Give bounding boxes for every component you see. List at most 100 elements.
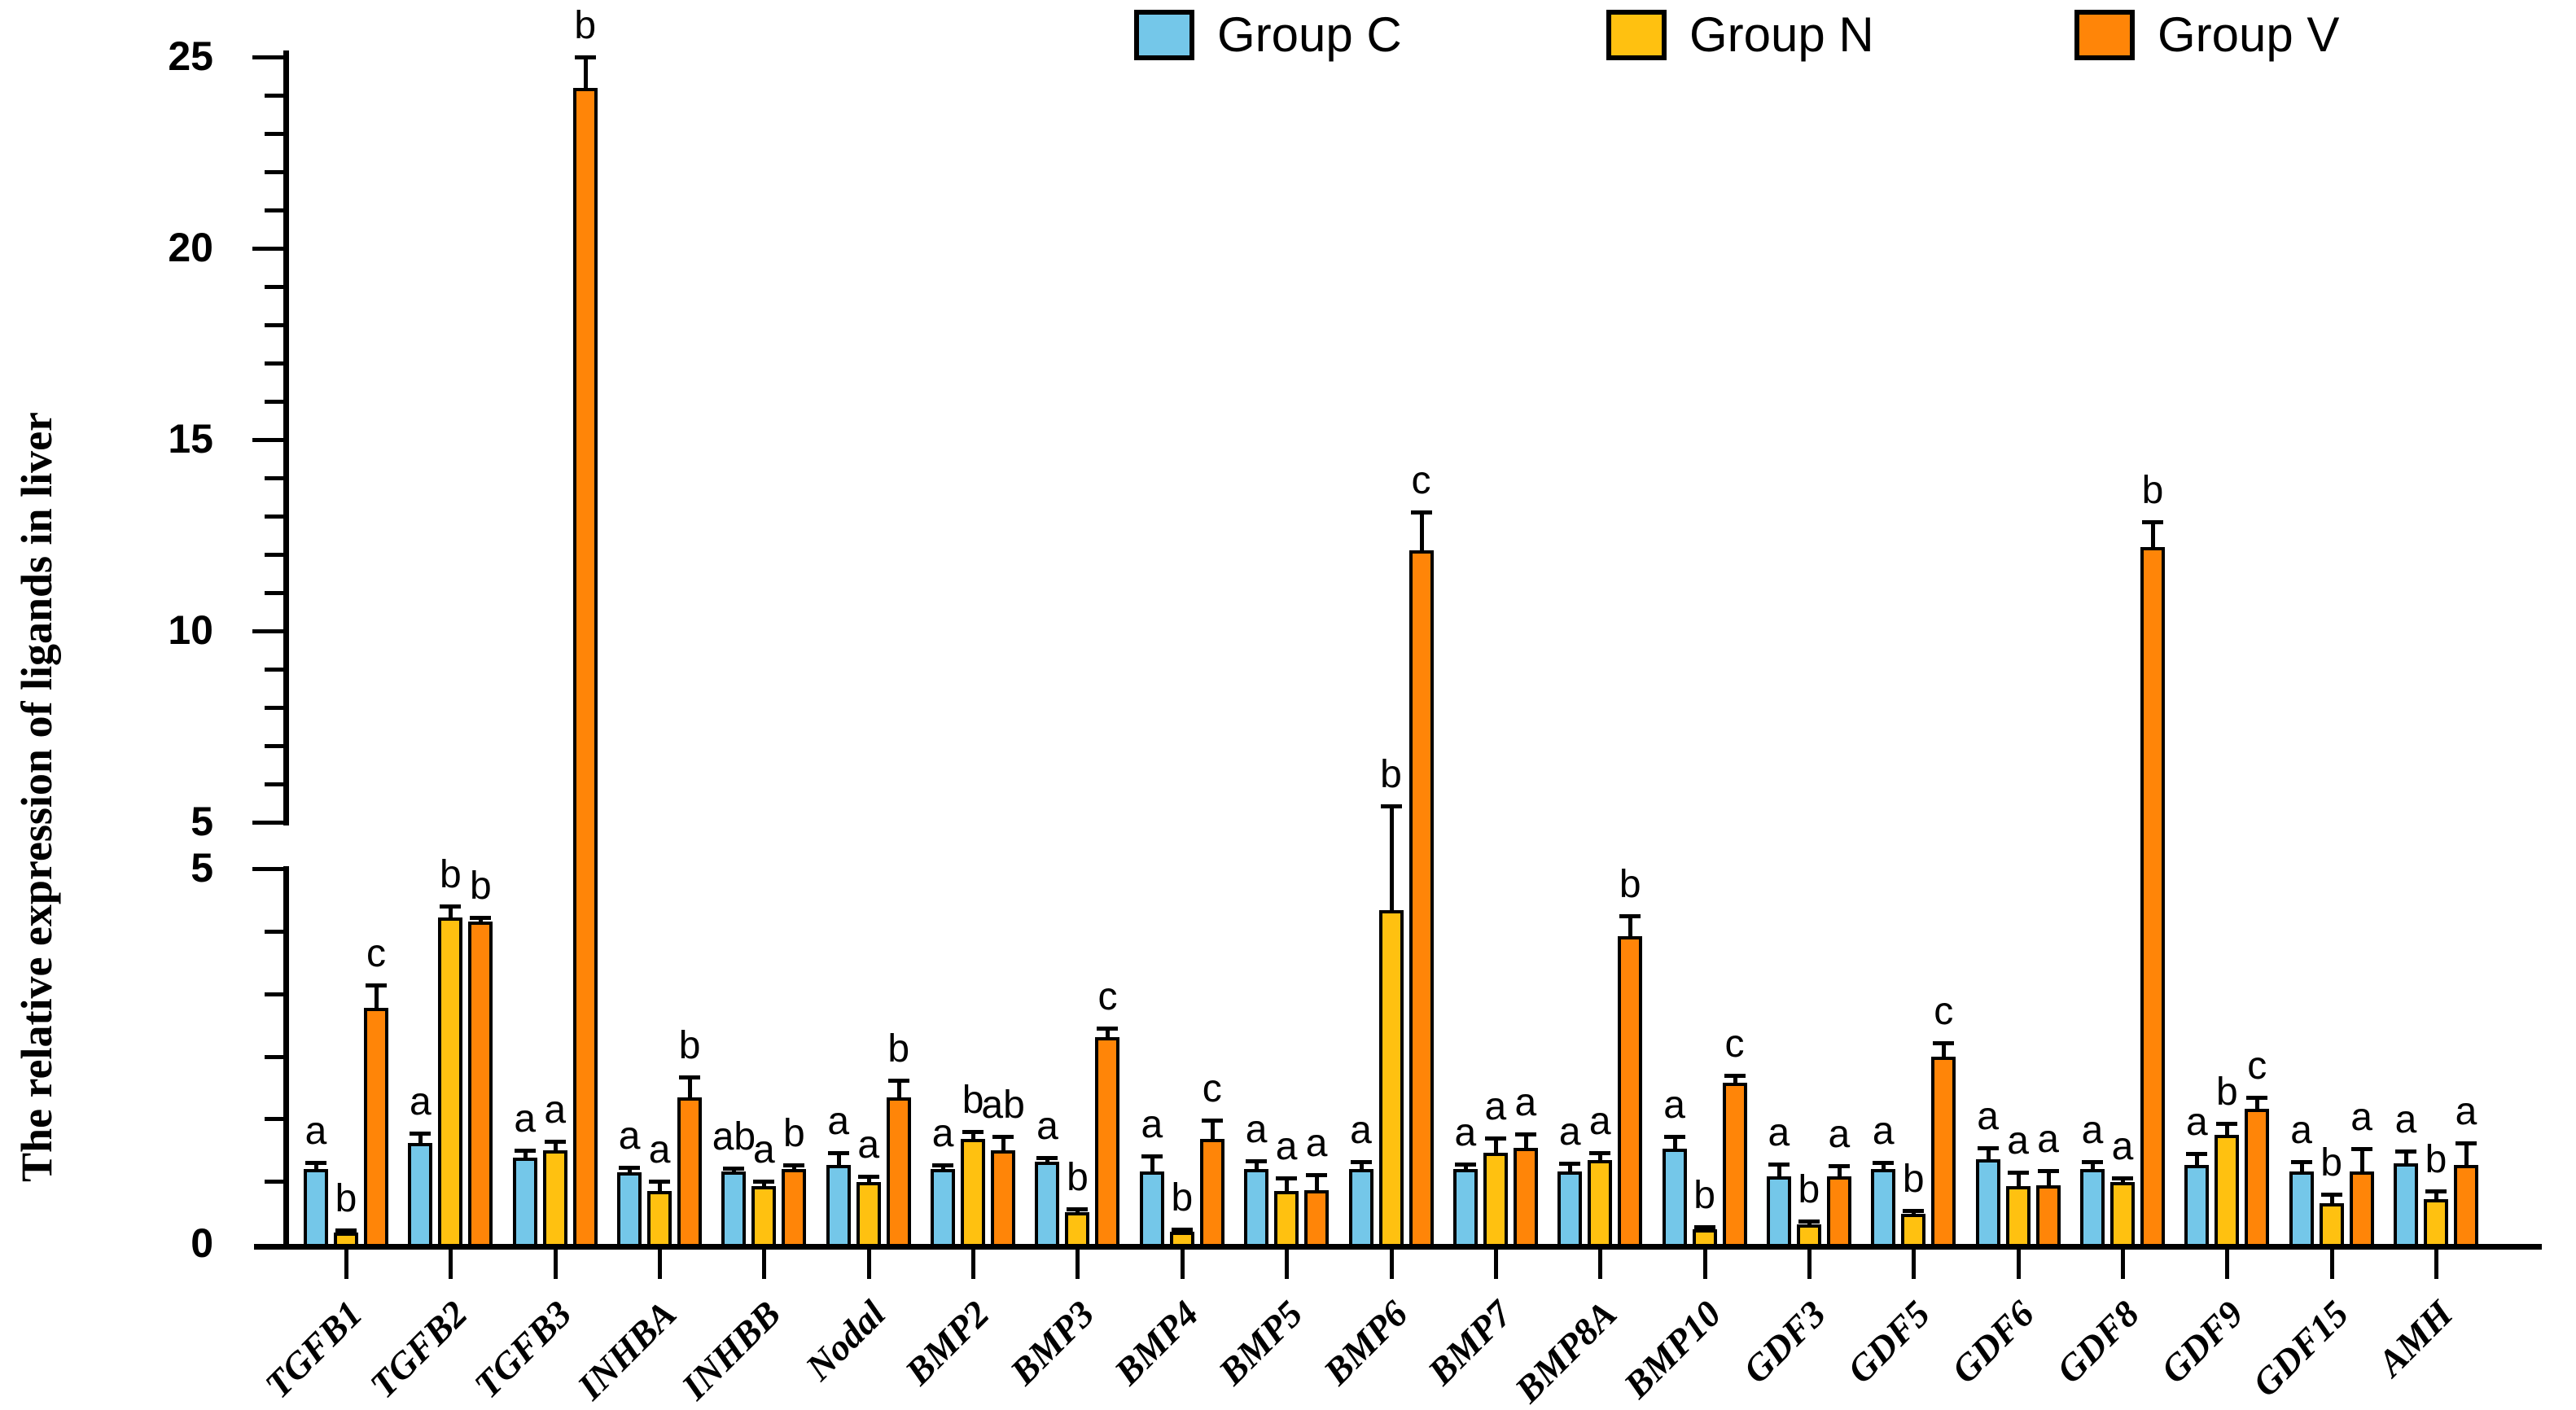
category-label: BMP2	[897, 1292, 998, 1393]
error-bar-cap	[1768, 1163, 1790, 1167]
bar-group-c	[304, 1168, 328, 1247]
x-group-tick	[762, 1250, 767, 1279]
error-bar	[1702, 1226, 1707, 1233]
category-label: Nodal	[797, 1292, 893, 1389]
error-bar-cap	[1036, 1155, 1058, 1160]
error-bar	[375, 984, 379, 1011]
x-group-tick	[1076, 1250, 1080, 1279]
bar-group-v	[1408, 550, 1434, 1247]
error-bar-cap	[1693, 1224, 1715, 1229]
significance-letter: a	[514, 1097, 537, 1141]
error-bar	[1523, 1134, 1528, 1151]
bar-group-v	[1931, 1056, 1956, 1247]
error-bar	[2225, 1123, 2230, 1139]
category-label: GDF9	[2153, 1292, 2252, 1391]
y-tick-label: 15	[168, 416, 213, 462]
error-bar-cap	[1798, 1220, 1820, 1224]
x-group-tick	[1702, 1250, 1707, 1279]
category-label: TGFB2	[361, 1292, 475, 1406]
error-bar-cap	[783, 1163, 805, 1168]
y-minor-tick	[265, 929, 283, 934]
error-bar-cap	[1306, 1173, 1328, 1178]
error-bar-cap	[1559, 1162, 1581, 1167]
category-label: BMP3	[1001, 1292, 1102, 1393]
significance-letter: a	[1514, 1081, 1537, 1125]
x-group-tick	[553, 1250, 558, 1279]
bar-group-c	[2079, 1168, 2105, 1247]
bar-group-v	[2245, 1109, 2270, 1247]
category-label: INHBB	[673, 1292, 789, 1408]
significance-letter: a	[1828, 1113, 1851, 1157]
bar-group-v	[782, 1168, 807, 1247]
y-minor-tick	[265, 515, 283, 519]
y-tick-label: 5	[191, 799, 213, 844]
x-group-tick	[2225, 1250, 2230, 1279]
y-minor-tick	[265, 476, 283, 480]
bar-group-v	[2454, 1165, 2478, 1247]
error-bar-cap	[1350, 1159, 1372, 1164]
y-minor-tick	[265, 744, 283, 748]
bar-group-n	[2005, 1186, 2031, 1247]
y-tick-label: 10	[168, 607, 213, 653]
significance-letter: b	[783, 1112, 805, 1156]
significance-letter: c	[1934, 989, 1954, 1033]
significance-letter: a	[2037, 1117, 2059, 1161]
significance-letter: a	[1484, 1084, 1507, 1128]
significance-letter: a	[1036, 1104, 1058, 1148]
bar-group-c	[1975, 1158, 2000, 1247]
error-bar	[1882, 1163, 1886, 1172]
y-major-tick	[252, 247, 283, 251]
error-bar-cap	[2216, 1122, 2238, 1127]
error-bar	[2329, 1194, 2334, 1207]
significance-letter: b	[335, 1177, 357, 1221]
error-bar-cap	[1724, 1073, 1746, 1078]
error-bar	[418, 1133, 423, 1146]
y-minor-tick	[265, 782, 283, 786]
error-bar-cap	[1619, 914, 1641, 919]
bar-group-n	[1065, 1212, 1090, 1247]
significance-letter: b	[1693, 1173, 1715, 1217]
significance-letter: b	[887, 1027, 910, 1071]
error-bar	[688, 1077, 693, 1101]
error-bar-cap	[1380, 804, 1402, 808]
bar-group-v	[1618, 935, 1643, 1247]
x-group-tick	[2120, 1250, 2125, 1279]
significance-letter: a	[1977, 1094, 1999, 1138]
error-bar	[1568, 1163, 1573, 1175]
significance-letter: b	[1171, 1176, 1194, 1220]
legend-swatch	[1606, 10, 1667, 60]
bar-group-v	[1095, 1037, 1120, 1247]
significance-letter: a	[2290, 1108, 2312, 1152]
error-bar-cap	[887, 1079, 909, 1083]
significance-letter: b	[1798, 1168, 1820, 1212]
category-label: BMP8A	[1506, 1292, 1625, 1410]
error-bar	[1942, 1042, 1947, 1060]
bar-group-n	[1483, 1152, 1508, 1247]
error-bar	[1315, 1175, 1320, 1193]
bar-group-c	[408, 1142, 433, 1247]
error-bar-cap	[962, 1129, 984, 1134]
bar-group-v	[1199, 1138, 1224, 1247]
error-bar	[1733, 1075, 1737, 1086]
error-bar	[2195, 1154, 2200, 1169]
bar-group-n	[542, 1149, 567, 1247]
significance-letter: a	[2185, 1101, 2208, 1145]
category-label: BMP7	[1419, 1292, 1520, 1393]
error-bar-cap	[1246, 1158, 1268, 1163]
bar-group-v	[1513, 1147, 1538, 1247]
category-label: GDF15	[2244, 1292, 2356, 1405]
error-bar	[479, 917, 484, 925]
error-bar	[2404, 1150, 2408, 1167]
y-minor-tick	[265, 94, 283, 98]
category-label: BMP10	[1615, 1292, 1729, 1406]
bar-group-v	[468, 921, 493, 1247]
error-bar	[836, 1153, 841, 1169]
significance-letter: ab	[712, 1114, 756, 1158]
y-major-tick	[252, 629, 283, 633]
significance-letter: c	[1097, 975, 1118, 1019]
error-bar-cap	[2290, 1159, 2312, 1164]
category-label: BMP5	[1211, 1292, 1312, 1393]
significance-letter: b	[1902, 1157, 1925, 1201]
bar-group-n	[1796, 1224, 1821, 1247]
significance-letter: a	[2394, 1097, 2417, 1141]
